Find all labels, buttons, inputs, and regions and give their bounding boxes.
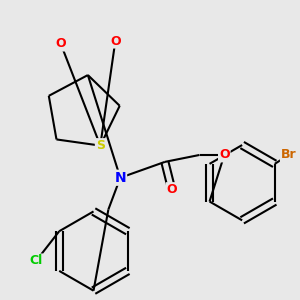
Text: N: N — [115, 171, 126, 185]
Text: Cl: Cl — [29, 254, 43, 268]
Text: O: O — [219, 148, 230, 161]
Text: S: S — [96, 139, 105, 152]
Text: O: O — [110, 34, 121, 47]
Text: O: O — [167, 183, 177, 196]
Text: O: O — [56, 38, 66, 50]
Text: Br: Br — [281, 148, 296, 161]
